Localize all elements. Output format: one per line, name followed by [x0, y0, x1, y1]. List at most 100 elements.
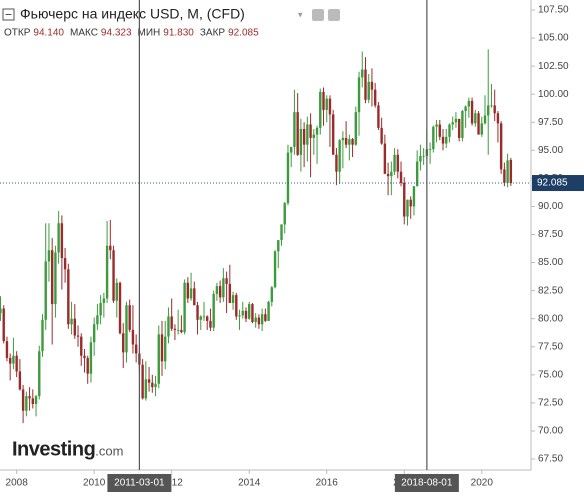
- candle-body: [15, 355, 18, 372]
- candle-body: [257, 317, 261, 325]
- y-tick-label: 77.50: [538, 341, 563, 352]
- candle-body: [415, 161, 419, 187]
- candle-body: [248, 304, 251, 319]
- ohlc-name: ОТКР: [4, 28, 31, 39]
- ohlc-name: ЗАКР: [200, 28, 226, 39]
- candle-body: [290, 146, 293, 153]
- ohlc-value: 91.830: [163, 28, 194, 39]
- candle-body: [390, 171, 393, 177]
- candle-body: [63, 258, 67, 270]
- candle-body: [173, 328, 177, 330]
- x-tick-label: 2014: [238, 478, 261, 489]
- y-tick-label: 107.50: [538, 5, 569, 16]
- candle-body: [186, 282, 190, 299]
- y-tick-label: 102.50: [538, 61, 569, 72]
- candle-body: [445, 136, 448, 144]
- candle-body: [102, 298, 106, 303]
- candle-body: [409, 199, 412, 207]
- candle-body: [144, 379, 148, 399]
- candle-body: [28, 396, 31, 399]
- candle-body: [441, 136, 445, 144]
- candle-body: [164, 336, 167, 362]
- candle-body: [38, 351, 41, 397]
- candle-body: [70, 318, 73, 325]
- chart-title: Фьючерс на индекс USD, M, (CFD): [20, 6, 245, 22]
- candle-body: [480, 123, 483, 135]
- candle-body: [118, 282, 122, 334]
- candle-body: [60, 223, 64, 259]
- candle-body: [509, 159, 513, 184]
- candle-body: [176, 329, 180, 331]
- candle-body: [312, 134, 316, 138]
- candle-body: [76, 335, 80, 337]
- gear-icon[interactable]: [328, 9, 340, 21]
- eye-icon[interactable]: [312, 9, 324, 21]
- candle-body: [302, 128, 306, 145]
- candle-body: [412, 186, 416, 207]
- candle-body: [86, 357, 89, 374]
- last-price-box: [532, 175, 584, 192]
- candle-body: [283, 203, 286, 225]
- candle-body: [235, 295, 238, 317]
- candle-body: [457, 118, 461, 138]
- candle-body: [322, 91, 325, 110]
- candle-body: [215, 286, 219, 294]
- candle-body: [367, 81, 370, 100]
- candle-body: [218, 286, 222, 298]
- candle-body: [470, 100, 474, 124]
- y-tick-label: 105.00: [538, 33, 569, 44]
- y-tick-label: 95.00: [538, 145, 563, 156]
- candle-body: [170, 316, 173, 329]
- candle-body: [464, 106, 467, 112]
- candle-body: [299, 128, 303, 155]
- candle-body: [386, 173, 390, 177]
- candle-body: [147, 379, 151, 383]
- ohlc-name: МАКС: [70, 28, 98, 39]
- candle-body: [477, 113, 480, 135]
- candle-body: [160, 334, 164, 362]
- candle-body: [31, 398, 34, 404]
- candle-body: [89, 342, 93, 374]
- candle-body: [41, 319, 44, 352]
- candle-body: [490, 105, 493, 107]
- candle-body: [134, 344, 138, 354]
- candle-body: [34, 396, 38, 404]
- candle-body: [361, 69, 364, 78]
- crosshair-label: 2011-03-01: [114, 478, 165, 489]
- candle-body: [115, 282, 118, 301]
- candle-body: [403, 182, 406, 217]
- candle-body: [47, 250, 51, 262]
- x-tick-label: 2012: [161, 478, 184, 489]
- dropdown-arrow[interactable]: ▾: [298, 9, 303, 19]
- candle-body: [189, 288, 193, 299]
- candle-body: [2, 308, 5, 342]
- candle-body: [5, 341, 9, 358]
- y-tick-label: 67.50: [538, 454, 563, 465]
- candle-body: [57, 223, 60, 253]
- candle-body: [206, 316, 209, 321]
- y-tick-label: 82.50: [538, 285, 563, 296]
- candle-body: [151, 382, 154, 388]
- logo-main: Investing: [12, 438, 95, 460]
- candle-body: [348, 139, 351, 145]
- candle-body: [422, 155, 425, 157]
- candle-body: [315, 127, 319, 135]
- candle-body: [167, 316, 170, 337]
- candle-body: [50, 250, 54, 305]
- y-tick-label: 85.00: [538, 257, 563, 268]
- candle-body: [351, 139, 354, 145]
- candle-body: [435, 124, 438, 127]
- candle-body: [267, 301, 270, 321]
- candle-body: [474, 113, 477, 124]
- candle-body: [231, 295, 235, 303]
- candle-body: [260, 314, 264, 325]
- candle-body: [419, 155, 422, 162]
- y-tick-label: 72.50: [538, 398, 563, 409]
- candle-body: [344, 137, 348, 145]
- candle-body: [286, 152, 290, 204]
- y-tick-label: 75.00: [538, 369, 563, 380]
- y-tick-label: 100.00: [538, 89, 569, 100]
- candle-body: [212, 293, 215, 328]
- candle-body: [451, 122, 454, 125]
- candle-body: [199, 316, 202, 320]
